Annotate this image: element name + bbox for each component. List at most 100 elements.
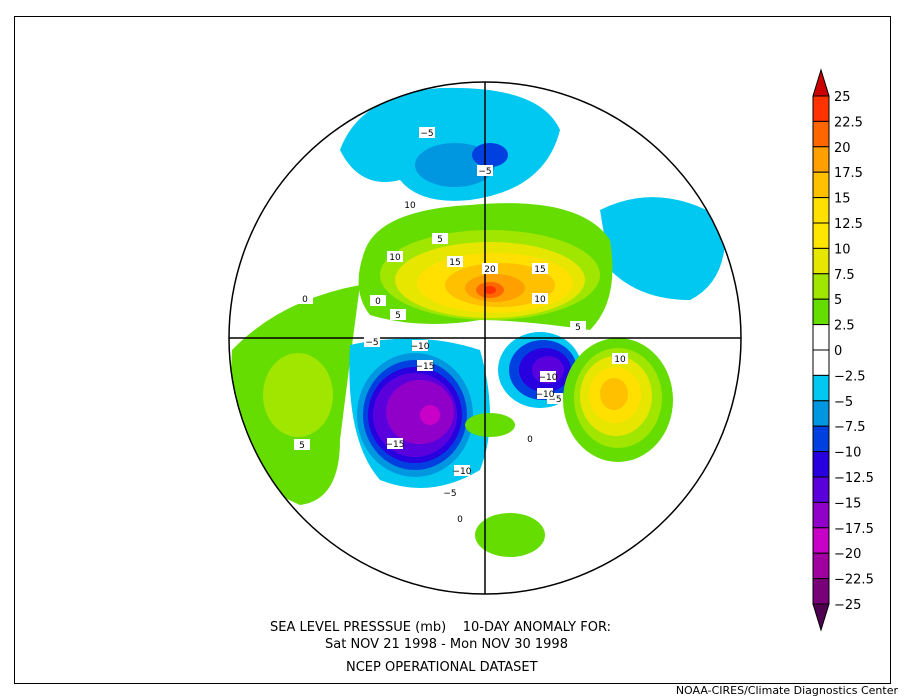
contour-label: −10 bbox=[539, 373, 558, 383]
colorbar: 25 22.5 20 17.5 15 12.5 10 7.5 5 2.5 0 −2.5 −5 −7.5 −1… bbox=[812, 68, 874, 632]
colorbar-box bbox=[812, 451, 830, 478]
contour-label-bg bbox=[547, 393, 563, 404]
contour-label: 10 bbox=[614, 355, 626, 365]
colorbar-label: −10 bbox=[834, 446, 861, 461]
colorbar-box bbox=[812, 527, 830, 554]
contour-label-bg bbox=[447, 256, 463, 267]
contour-label-bg bbox=[532, 293, 548, 304]
colorbar-label: 2.5 bbox=[834, 319, 855, 334]
colorbar-box bbox=[812, 197, 830, 224]
contour-label: 5 bbox=[575, 323, 581, 333]
contour-label: −10 bbox=[536, 390, 555, 400]
contour-label-bg bbox=[297, 293, 313, 304]
contour-label-bg bbox=[419, 127, 435, 138]
colorbar-over-arrow bbox=[812, 68, 830, 97]
credit: NOAA-CIRES/Climate Diagnostics Center bbox=[675, 684, 898, 697]
colorbar-box bbox=[812, 349, 830, 376]
contour-label: −5 bbox=[443, 489, 456, 499]
colorbar-label: 17.5 bbox=[834, 166, 863, 181]
contour-label-bg bbox=[417, 360, 433, 371]
title-line-2: Sat NOV 21 1998 - Mon NOV 30 1998 bbox=[325, 637, 568, 652]
colorbar-label: −2.5 bbox=[834, 369, 866, 384]
colorbar-box bbox=[812, 324, 830, 351]
contour-label-bg bbox=[532, 263, 548, 274]
colorbar-box bbox=[812, 222, 830, 249]
colorbar-box bbox=[812, 95, 830, 122]
contour-label-bg bbox=[412, 340, 428, 351]
colorbar-box bbox=[812, 501, 830, 529]
map-boundary bbox=[228, 81, 742, 595]
plot-frame bbox=[14, 16, 891, 684]
contour-label: −10 bbox=[453, 467, 472, 477]
contour-label: 5 bbox=[395, 311, 401, 321]
colorbar-box bbox=[812, 247, 830, 275]
colorbar-label: 25 bbox=[834, 90, 851, 105]
contour-label: 5 bbox=[299, 441, 305, 451]
colorbar-label: 22.5 bbox=[834, 115, 863, 130]
contour-label: −5 bbox=[365, 338, 378, 348]
contour-label-bg bbox=[452, 513, 468, 524]
colorbar-label: 10 bbox=[834, 242, 851, 257]
contour-label-bg bbox=[294, 439, 310, 450]
colorbar-label: −15 bbox=[834, 496, 861, 511]
contour-label-bg bbox=[454, 465, 470, 476]
contour-label: 5 bbox=[437, 235, 443, 245]
contour-label-bg bbox=[540, 371, 556, 382]
colorbar-box bbox=[812, 552, 830, 580]
contour-label: 15 bbox=[534, 265, 545, 275]
title-line-3: NCEP OPERATIONAL DATASET bbox=[346, 660, 538, 675]
colorbar-box bbox=[812, 171, 830, 199]
colorbar-label: −22.5 bbox=[834, 573, 874, 588]
contour-label-bg bbox=[387, 438, 403, 449]
contour-label-bg bbox=[477, 165, 493, 176]
low-east-asia bbox=[600, 197, 726, 300]
contour-label-bg bbox=[387, 251, 403, 262]
contour-label: −15 bbox=[386, 440, 405, 450]
contour-label: −15 bbox=[416, 362, 435, 372]
contour-label: −5 bbox=[420, 129, 433, 139]
colorbar-box bbox=[812, 476, 830, 503]
contour-label-bg bbox=[570, 321, 586, 332]
title-line-1: SEA LEVEL PRESSSUE (mb) 10-DAY ANOMALY F… bbox=[270, 620, 611, 635]
colorbar-box bbox=[812, 374, 830, 402]
contour-label-bg bbox=[390, 309, 406, 320]
contour-label: −10 bbox=[411, 342, 430, 352]
contour-label-bg bbox=[482, 263, 498, 274]
contour-label-bg bbox=[537, 388, 553, 399]
contour-label: 0 bbox=[302, 295, 308, 305]
contour-label-bg bbox=[364, 336, 380, 347]
contour-label: 0 bbox=[457, 515, 463, 525]
colorbar-label: −5 bbox=[834, 395, 853, 410]
colorbar-box bbox=[812, 146, 830, 173]
contour-label: 20 bbox=[484, 265, 496, 275]
colorbar-box bbox=[812, 578, 830, 605]
colorbar-label: 12.5 bbox=[834, 217, 863, 232]
colorbar-label: 0 bbox=[834, 344, 842, 359]
colorbar-label: −25 bbox=[834, 598, 861, 613]
colorbar-box bbox=[812, 425, 830, 453]
colorbar-label: −20 bbox=[834, 547, 861, 562]
contour-label-bg bbox=[612, 353, 628, 364]
colorbar-label: −12.5 bbox=[834, 471, 874, 486]
colorbar-under-arrow bbox=[812, 603, 830, 632]
colorbar-box bbox=[812, 298, 830, 326]
contour-label: −5 bbox=[548, 395, 561, 405]
contour-label-bg bbox=[442, 487, 458, 498]
colorbar-label: −7.5 bbox=[834, 420, 866, 435]
colorbar-box bbox=[812, 400, 830, 427]
colorbar-box bbox=[812, 120, 830, 148]
contour-label: 0 bbox=[527, 435, 533, 445]
contour-label-bg bbox=[432, 233, 448, 244]
contour-label-bg bbox=[370, 295, 386, 306]
contour-label: 15 bbox=[449, 258, 460, 268]
colorbar-label: 15 bbox=[834, 192, 851, 207]
contour-label-bg bbox=[402, 199, 418, 210]
contour-label: 10 bbox=[389, 253, 401, 263]
colorbar-label: 20 bbox=[834, 141, 851, 156]
contour-label: 10 bbox=[534, 295, 546, 305]
colorbar-label: −17.5 bbox=[834, 522, 874, 537]
contour-label: −5 bbox=[478, 167, 491, 177]
contour-label: 10 bbox=[404, 201, 416, 211]
